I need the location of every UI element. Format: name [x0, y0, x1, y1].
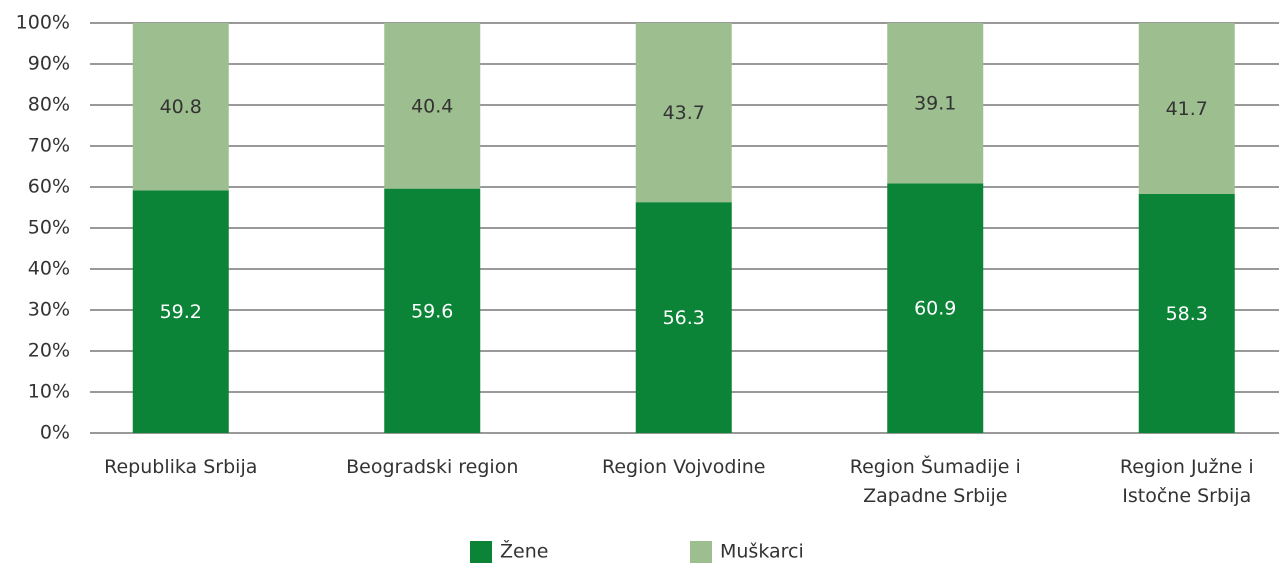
x-tick-label: Region Južne i Istočne Srbija: [1119, 456, 1254, 507]
bar-segment: [635, 202, 732, 433]
y-tick-label: 70%: [28, 135, 70, 157]
y-tick-label: 10%: [28, 381, 70, 403]
data-label: 43.7: [663, 102, 705, 124]
bar-segment: [132, 190, 229, 433]
y-tick-label: 50%: [28, 217, 70, 239]
x-tick-label: Region Vojvodine: [602, 456, 766, 478]
bar-segment: [1138, 193, 1235, 433]
data-label: 59.6: [411, 300, 453, 322]
y-tick-label: 60%: [28, 176, 70, 198]
bar-segment: [887, 183, 984, 433]
legend-label: Žene: [500, 540, 548, 563]
data-label: 60.9: [914, 298, 956, 320]
y-tick-label: 40%: [28, 258, 70, 280]
y-tick-label: 30%: [28, 299, 70, 321]
data-label: 40.4: [411, 95, 453, 117]
legend-swatch: [470, 541, 492, 563]
bar-segment: [887, 23, 984, 184]
data-label: 56.3: [663, 307, 705, 329]
data-label: 59.2: [160, 301, 202, 323]
y-tick-label: 20%: [28, 340, 70, 362]
data-label: 58.3: [1166, 303, 1208, 325]
x-tick-label: Republika Srbija: [104, 456, 258, 478]
legend-label: Muškarci: [720, 541, 804, 563]
y-tick-label: 90%: [28, 53, 70, 75]
x-tick-label: Region Šumadije i Zapadne Srbije: [849, 456, 1021, 507]
data-label: 40.8: [160, 96, 202, 118]
legend-swatch: [690, 541, 712, 563]
bar-segment: [1138, 23, 1235, 194]
y-tick-label: 0%: [40, 422, 70, 444]
bar-segment: [635, 23, 732, 203]
x-tick-label: Beogradski region: [346, 456, 519, 478]
data-label: 39.1: [914, 93, 956, 115]
data-label: 41.7: [1166, 98, 1208, 120]
y-tick-label: 80%: [28, 94, 70, 116]
bar-segment: [384, 188, 481, 433]
y-tick-label: 100%: [16, 12, 70, 34]
bar-segment: [132, 23, 229, 191]
bar-segment: [384, 23, 481, 189]
